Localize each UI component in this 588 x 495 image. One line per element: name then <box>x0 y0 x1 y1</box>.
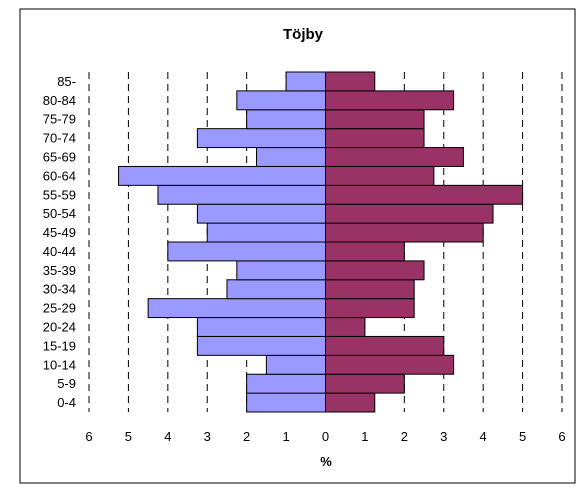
bar-left-75-79 <box>246 109 327 130</box>
bar-right-40-44 <box>325 241 405 262</box>
bar-right-20-24 <box>325 317 366 337</box>
bar-left-45-49 <box>206 222 326 243</box>
bar-left-65-69 <box>256 147 327 167</box>
x-tick-label-9: 3 <box>440 429 447 444</box>
bar-right-25-29 <box>325 298 415 319</box>
bar-left-85- <box>285 71 327 92</box>
bar-left-55-59 <box>157 184 326 205</box>
category-label-20-24: 20-24 <box>43 320 76 335</box>
x-tick-label-7: 1 <box>361 429 368 444</box>
category-label-30-34: 30-34 <box>43 282 76 297</box>
bar-left-50-54 <box>196 203 326 224</box>
category-label-45-49: 45-49 <box>43 225 76 240</box>
bar-right-75-79 <box>325 109 425 130</box>
x-tick-label-3: 3 <box>204 429 211 444</box>
bar-left-60-64 <box>118 165 326 186</box>
bar-right-45-49 <box>325 222 484 243</box>
category-label-15-19: 15-19 <box>43 338 76 353</box>
bar-right-65-69 <box>325 147 464 167</box>
bar-right-85- <box>325 71 376 92</box>
bar-right-10-14 <box>325 354 455 375</box>
x-tick-label-8: 2 <box>401 429 408 444</box>
bar-right-5-9 <box>325 373 405 394</box>
x-tick-label-0: 6 <box>85 429 92 444</box>
category-label-0-4: 0-4 <box>57 395 76 410</box>
category-label-50-54: 50-54 <box>43 206 76 221</box>
bar-right-35-39 <box>325 260 425 281</box>
category-label-35-39: 35-39 <box>43 263 76 278</box>
bar-right-70-74 <box>325 128 425 149</box>
category-label-85-: 85- <box>57 74 76 89</box>
bar-right-55-59 <box>325 184 524 205</box>
x-tick-label-1: 5 <box>125 429 132 444</box>
category-label-70-74: 70-74 <box>43 131 76 146</box>
bar-right-30-34 <box>325 279 415 300</box>
bar-left-0-4 <box>246 392 327 413</box>
category-label-75-79: 75-79 <box>43 112 76 127</box>
chart-title: Töjby <box>283 26 324 43</box>
bar-right-50-54 <box>325 203 494 224</box>
bar-left-70-74 <box>196 128 326 149</box>
bar-right-15-19 <box>325 335 445 356</box>
category-label-5-9: 5-9 <box>57 376 76 391</box>
bar-left-40-44 <box>167 241 326 262</box>
category-label-25-29: 25-29 <box>43 301 76 316</box>
bar-left-25-29 <box>147 298 326 319</box>
x-axis-title: % <box>320 454 332 469</box>
category-label-65-69: 65-69 <box>43 150 76 165</box>
x-tick-label-2: 4 <box>164 429 171 444</box>
x-tick-label-10: 4 <box>480 429 487 444</box>
bar-left-10-14 <box>265 354 326 375</box>
category-labels: 0-4 5-9 10-14 15-19 20-24 25-29 30-34 35-39 40-4… <box>43 74 76 410</box>
category-label-80-84: 80-84 <box>43 93 76 108</box>
bar-left-80-84 <box>236 90 326 111</box>
bar-right-60-64 <box>325 165 435 186</box>
x-tick-labels: 6 5 4 3 2 1 0 1 2 3 4 5 6 <box>85 429 565 444</box>
bar-left-35-39 <box>236 260 326 281</box>
bar-left-30-34 <box>226 279 326 300</box>
x-tick-label-11: 5 <box>519 429 526 444</box>
bar-left-5-9 <box>246 373 327 394</box>
category-label-60-64: 60-64 <box>43 168 76 183</box>
x-tick-label-5: 1 <box>282 429 289 444</box>
category-label-10-14: 10-14 <box>43 357 76 372</box>
category-label-55-59: 55-59 <box>43 187 76 202</box>
category-label-40-44: 40-44 <box>43 244 76 259</box>
bar-left-20-24 <box>196 317 326 337</box>
bar-left-15-19 <box>196 335 326 356</box>
bar-right-0-4 <box>325 392 376 413</box>
x-tick-label-6: 0 <box>322 429 329 444</box>
x-tick-label-4: 2 <box>243 429 250 444</box>
bar-right-80-84 <box>325 90 455 111</box>
x-tick-label-12: 6 <box>558 429 565 444</box>
bars <box>118 71 524 413</box>
